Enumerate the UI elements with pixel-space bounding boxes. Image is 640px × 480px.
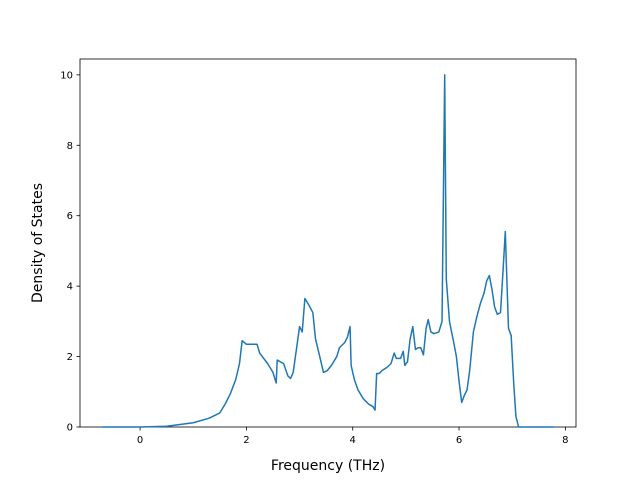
x-axis-label: Frequency (THz)	[271, 458, 385, 474]
x-tick-label: 8	[562, 435, 568, 446]
y-axis-label: Density of States	[30, 183, 46, 303]
y-tick-label: 8	[67, 141, 73, 152]
x-tick-label: 2	[243, 435, 249, 446]
x-tick-label: 6	[456, 435, 462, 446]
y-tick-label: 4	[67, 282, 73, 293]
y-tick-label: 0	[67, 423, 73, 434]
y-tick-label: 2	[67, 352, 73, 363]
y-tick-label: 6	[67, 211, 73, 222]
axes-frame	[79, 58, 577, 428]
y-tick-label: 10	[60, 70, 73, 81]
x-tick-label: 0	[137, 435, 143, 446]
x-tick-label: 4	[350, 435, 356, 446]
dos-line	[102, 74, 554, 428]
